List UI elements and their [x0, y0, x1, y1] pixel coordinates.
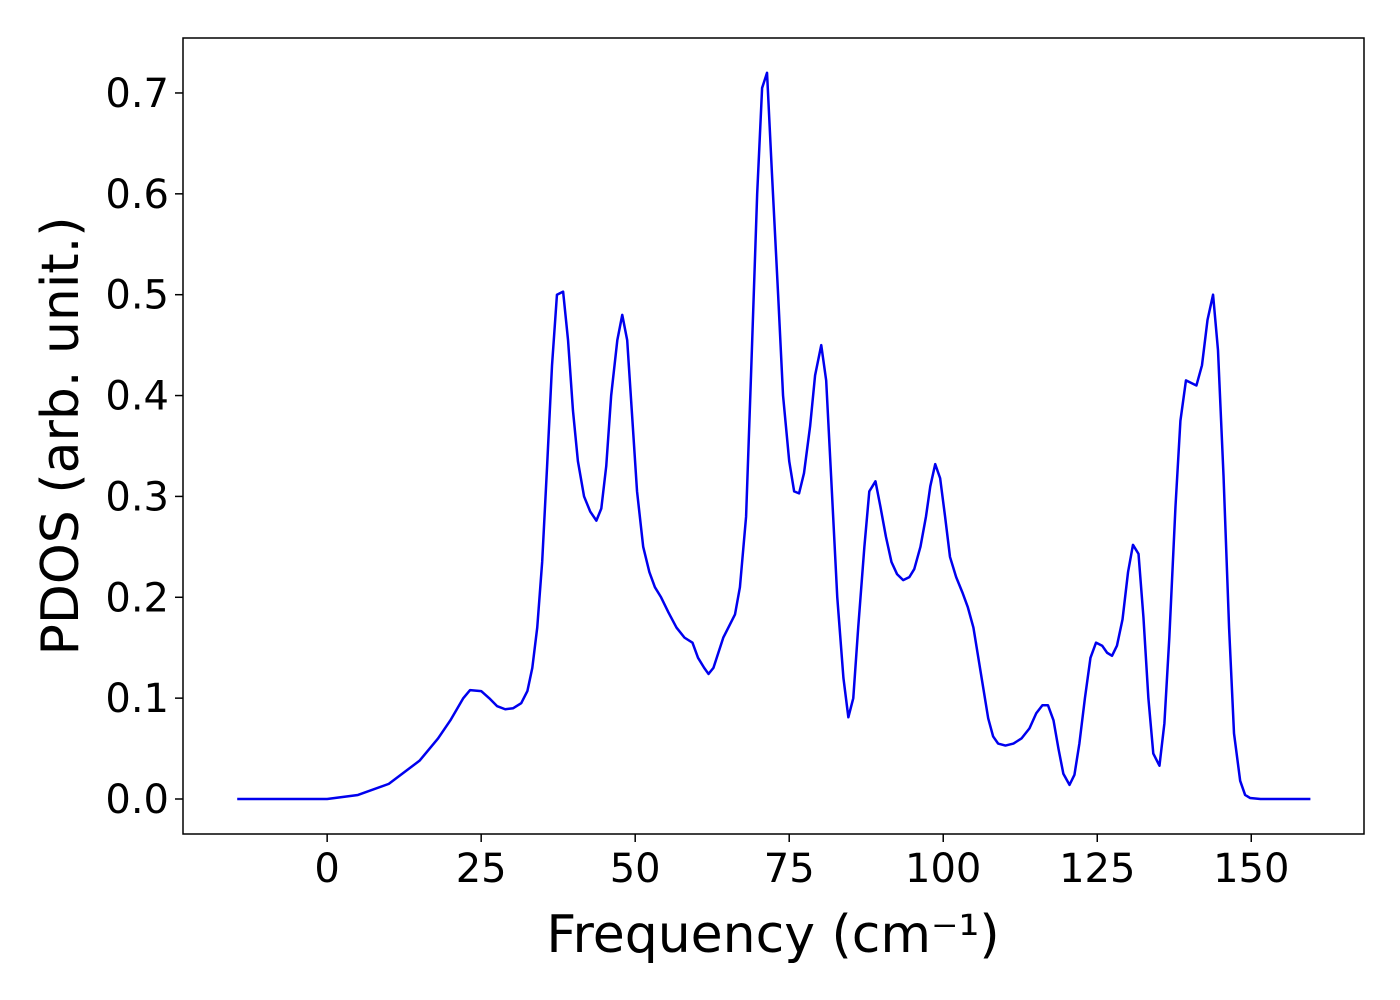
y-tick-label: 0.5 — [105, 273, 169, 319]
x-axis-label: Frequency (cm⁻¹) — [546, 905, 999, 965]
y-tick-label: 0.2 — [105, 575, 169, 621]
y-axis-label: PDOS (arb. unit.) — [31, 216, 91, 655]
x-tick-label: 100 — [905, 846, 981, 892]
y-tick-label: 0.0 — [105, 777, 169, 823]
y-tick-label: 0.3 — [105, 474, 169, 520]
y-tick-label: 0.4 — [105, 374, 169, 420]
y-tick-label: 0.1 — [105, 676, 169, 722]
x-tick-label: 125 — [1059, 846, 1135, 892]
x-tick-label: 75 — [764, 846, 815, 892]
y-tick-label: 0.6 — [105, 172, 169, 218]
line — [237, 71, 1311, 801]
x-tick-label: 25 — [456, 846, 507, 892]
y-tick-label: 0.7 — [105, 71, 169, 117]
x-tick-label: 150 — [1213, 846, 1289, 892]
x-tick-label: 0 — [314, 846, 339, 892]
plot-frame — [182, 37, 1365, 835]
x-tick-label: 50 — [610, 846, 661, 892]
